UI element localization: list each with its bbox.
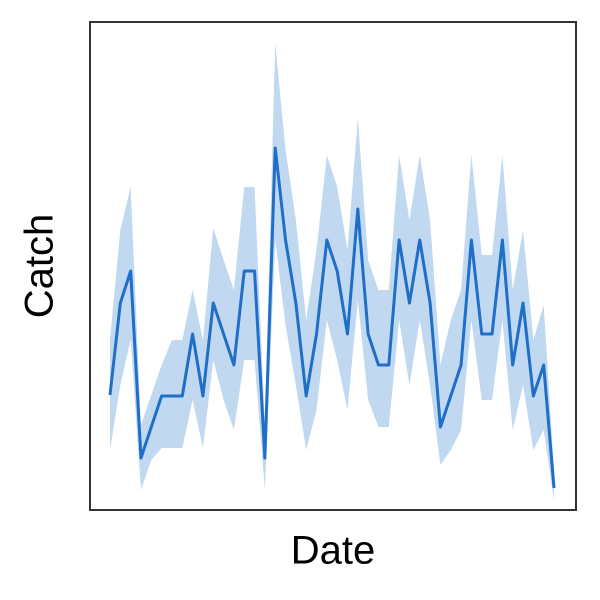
line <box>108 146 556 489</box>
x-axis-label: Date <box>291 529 376 573</box>
y-axis-label: Catch <box>18 214 62 319</box>
plot-frame <box>89 21 577 511</box>
confidence-band <box>110 43 554 500</box>
plot-area <box>108 43 556 500</box>
